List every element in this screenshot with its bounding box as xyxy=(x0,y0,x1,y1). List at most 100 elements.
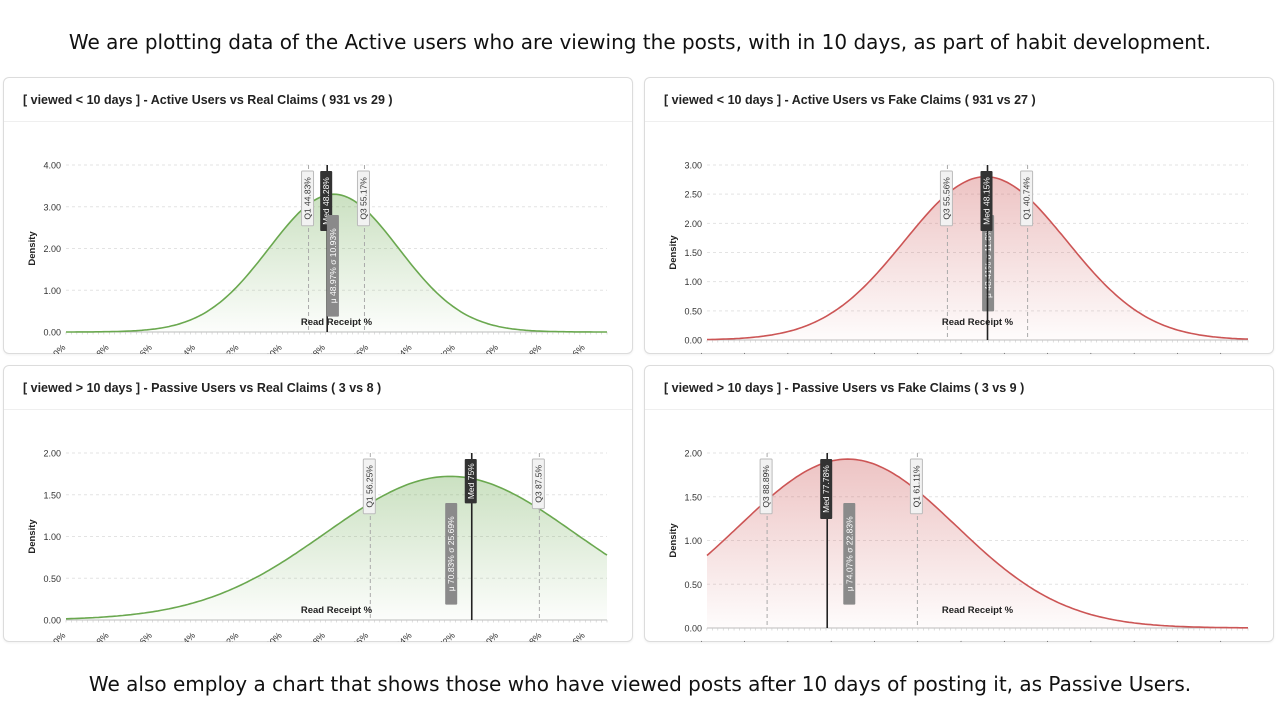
y-tick-label: 0.50 xyxy=(43,574,61,584)
x-tick-label: 8% xyxy=(94,630,110,642)
quartile-label: Q3 87.5% xyxy=(531,458,545,510)
y-tick-label: 0.50 xyxy=(684,306,702,316)
marker-label-box xyxy=(759,458,773,515)
x-tick-label: 20% xyxy=(1121,638,1141,642)
x-tick-label: 0% xyxy=(51,342,67,354)
x-tick-label: 48% xyxy=(307,342,327,354)
quartile-label: Q3 88.89% xyxy=(759,458,773,515)
x-tick-label: 64% xyxy=(394,630,414,642)
x-tick-label: 28% xyxy=(1078,350,1098,354)
median-label: Med 77.78% xyxy=(820,459,833,519)
x-tick-label: 40% xyxy=(264,630,284,642)
x-tick-label: 60% xyxy=(905,350,925,354)
x-tick-label: 68% xyxy=(862,638,882,642)
y-tick-label: 4.00 xyxy=(43,161,61,171)
marker-label-box xyxy=(820,459,833,519)
mean-label: μ 74.07% σ 22.83% xyxy=(843,503,856,605)
x-tick-label: 84% xyxy=(775,638,795,642)
x-tick-label: 0% xyxy=(51,630,67,642)
chart-title: [ viewed > 10 days ] - Passive Users vs … xyxy=(645,366,1273,410)
marker-label-box xyxy=(980,171,993,231)
x-tick-label: 68% xyxy=(862,350,882,354)
marker-label-box xyxy=(909,458,923,515)
x-tick-label: 36% xyxy=(1035,350,1055,354)
y-tick-label: 2.00 xyxy=(43,244,61,254)
y-tick-label: 0.00 xyxy=(684,336,702,346)
marker-label-box xyxy=(1020,170,1034,227)
x-tick-label: 56% xyxy=(351,342,371,354)
marker-label-text: Q3 55.56% xyxy=(941,177,951,220)
chart-panel-active-real: [ viewed < 10 days ] - Active Users vs R… xyxy=(3,77,633,354)
marker-label-text: Med 75% xyxy=(466,463,476,499)
x-tick-label: 56% xyxy=(351,630,371,642)
y-tick-label: 3.00 xyxy=(684,161,702,171)
x-tick-label: 88% xyxy=(524,630,544,642)
y-tick-label: 1.00 xyxy=(684,277,702,287)
x-tick-label: 96% xyxy=(567,630,587,642)
density-curve xyxy=(66,193,607,333)
density-area xyxy=(66,476,607,620)
density-curve xyxy=(706,458,1248,629)
y-axis-label: Density xyxy=(668,235,679,270)
quartile-label: Q3 55.17% xyxy=(356,170,370,227)
x-tick-label: 12% xyxy=(1165,638,1185,642)
x-tick-label: 76% xyxy=(818,638,838,642)
y-tick-label: 0.00 xyxy=(43,328,61,338)
marker-label-box xyxy=(843,503,856,605)
x-tick-label: 44% xyxy=(992,350,1012,354)
marker-label-text: Med 77.78% xyxy=(821,465,831,513)
marker-label-box xyxy=(356,170,370,227)
x-axis-label: Read Receipt % xyxy=(942,605,1014,616)
density-chart-passive-fake: 0.00 0.50 1.00 1.50 2.00 100% 92% 84% 76% 68% 60% 5… xyxy=(668,449,1249,642)
density-chart-passive-real: 0.00 0.50 1.00 1.50 2.00 0% 8% 16% 24% 32% 40% 48% 5… xyxy=(27,449,608,642)
caption-top: We are plotting data of the Active users… xyxy=(68,30,1212,54)
marker-label-text: Med 48.15% xyxy=(982,177,992,225)
x-axis-label: Read Receipt % xyxy=(942,317,1014,328)
x-tick-label: 16% xyxy=(134,342,154,354)
chart-title: [ viewed > 10 days ] - Passive Users vs … xyxy=(4,366,632,410)
marker-label-text: Q3 88.89% xyxy=(761,465,771,508)
marker-label-text: Q1 44.83% xyxy=(303,177,313,220)
y-tick-label: 2.00 xyxy=(43,449,61,459)
x-tick-label: 32% xyxy=(221,630,241,642)
x-axis-label: Read Receipt % xyxy=(301,317,373,328)
median-label: Med 48.15% xyxy=(980,171,993,231)
chart-title: [ viewed < 10 days ] - Active Users vs F… xyxy=(645,78,1273,122)
y-tick-label: 1.00 xyxy=(43,532,61,542)
y-axis-label: Density xyxy=(668,523,679,558)
x-tick-label: 92% xyxy=(732,350,752,354)
y-tick-label: 1.50 xyxy=(684,248,702,258)
x-tick-label: 52% xyxy=(948,350,968,354)
x-tick-label: 4% xyxy=(1211,350,1227,354)
marker-label-text: μ 74.07% σ 22.83% xyxy=(844,516,854,591)
quartile-label: Q3 55.56% xyxy=(939,170,953,227)
density-area xyxy=(707,176,1248,340)
x-tick-label: 44% xyxy=(992,638,1012,642)
y-tick-label: 2.00 xyxy=(684,449,702,459)
y-tick-label: 0.00 xyxy=(684,624,702,634)
y-tick-label: 0.00 xyxy=(43,616,61,626)
x-tick-label: 52% xyxy=(948,638,968,642)
marker-label-box xyxy=(301,170,315,227)
quartile-label: Q1 40.74% xyxy=(1020,170,1034,227)
x-tick-label: 48% xyxy=(307,630,327,642)
marker-label-text: μ 48.97% σ 10.93% xyxy=(328,228,338,303)
x-tick-label: 4% xyxy=(1211,638,1227,642)
x-tick-label: 80% xyxy=(480,630,500,642)
x-tick-label: 16% xyxy=(134,630,154,642)
density-chart-active-real: 0.00 1.00 2.00 3.00 4.00 0% 8% 16% 24% 32% 40% 48% 5… xyxy=(27,161,608,354)
chart-panel-active-fake: [ viewed < 10 days ] - Active Users vs F… xyxy=(644,77,1274,354)
y-tick-label: 0.50 xyxy=(684,580,702,590)
y-tick-label: 2.50 xyxy=(684,190,702,200)
median-label: Med 75% xyxy=(464,459,477,504)
x-tick-label: 96% xyxy=(567,342,587,354)
quartile-label: Q1 56.25% xyxy=(362,458,376,515)
x-tick-label: 100% xyxy=(685,350,708,354)
y-tick-label: 1.50 xyxy=(684,492,702,502)
y-tick-label: 1.50 xyxy=(43,490,61,500)
marker-label-text: μ 70.83% σ 25.69% xyxy=(446,516,456,591)
x-tick-label: 32% xyxy=(221,342,241,354)
y-axis-label: Density xyxy=(27,519,38,554)
density-chart-active-fake: 0.00 0.50 1.00 1.50 2.00 2.50 3.00 100% 92% 84% 76… xyxy=(668,161,1249,354)
density-area xyxy=(707,459,1248,628)
